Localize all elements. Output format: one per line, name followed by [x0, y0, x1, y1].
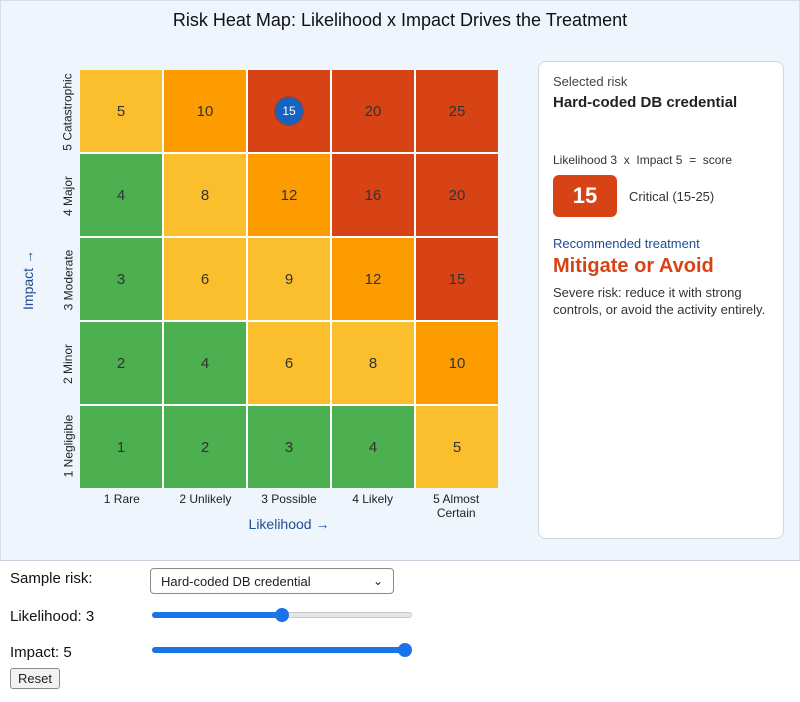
heat-cell-i5-l4[interactable]: 20: [332, 70, 414, 152]
impact-label: Impact: 5: [10, 644, 72, 661]
heat-cell-score: 9: [284, 270, 294, 288]
heat-cell-i3-l1[interactable]: 3: [80, 238, 162, 320]
heat-cell-i2-l4[interactable]: 8: [332, 322, 414, 404]
heat-cell-i4-l2[interactable]: 8: [164, 154, 246, 236]
heat-cell-score: 1: [116, 438, 126, 456]
heat-cell-score: 3: [116, 270, 126, 288]
score-level: Critical (15-25): [629, 188, 715, 204]
impact-slider-thumb[interactable]: [398, 643, 412, 657]
heat-map-grid: 5 10 15 20 25 4 8 12 16 20 3 6 9 12 15 2 4 6 8 10 1 2 3 4 5: [80, 70, 498, 488]
heat-cell-score: 6: [200, 270, 210, 288]
heat-cell-score: 20: [364, 102, 382, 120]
heat-cell-score: 12: [280, 186, 298, 204]
heat-cell-score: 20: [448, 186, 466, 204]
heat-cell-i2-l2[interactable]: 4: [164, 322, 246, 404]
score-row: 15 Critical (15-25): [553, 175, 769, 217]
heat-cell-score: 8: [200, 186, 210, 204]
reset-button[interactable]: Reset: [10, 668, 60, 689]
controls-area: [0, 561, 800, 702]
heat-cell-i1-l3[interactable]: 3: [248, 406, 330, 488]
heat-cell-score: 16: [364, 186, 382, 204]
heat-cell-score: 4: [200, 354, 210, 372]
heat-cell-i5-l1[interactable]: 5: [80, 70, 162, 152]
heat-cell-i3-l5[interactable]: 15: [416, 238, 498, 320]
risk-name: Hard-coded DB credential: [553, 94, 738, 111]
heat-cell-i4-l4[interactable]: 16: [332, 154, 414, 236]
heat-cell-i1-l1[interactable]: 1: [80, 406, 162, 488]
heat-cell-score: 12: [364, 270, 382, 288]
page-title: Risk Heat Map: Likelihood x Impact Drive…: [172, 10, 628, 30]
heat-cell-score: 25: [448, 102, 466, 120]
heat-cell-i1-l5[interactable]: 5: [416, 406, 498, 488]
recommended-treatment-label: Recommended treatment: [553, 236, 700, 251]
heat-cell-i5-l3[interactable]: 15: [248, 70, 330, 152]
y-axis-title: Impact →: [14, 250, 42, 310]
treatment-name: Mitigate or Avoid: [553, 255, 714, 277]
heat-cell-score: 4: [116, 186, 126, 204]
likelihood-label: Likelihood: 3: [10, 608, 95, 625]
heat-cell-i1-l4[interactable]: 4: [332, 406, 414, 488]
x-label-5: 5 Almost Certain: [433, 492, 480, 520]
x-axis-labels: 1 Rare 2 Unlikely 3 Possible 4 Likely 5 …: [80, 492, 498, 520]
heat-cell-score: 2: [200, 438, 210, 456]
heat-cell-score: 5: [116, 102, 126, 120]
heat-cell-score: 10: [448, 354, 466, 372]
y-axis-title-text: Impact →: [20, 250, 36, 310]
heat-cell-i4-l5[interactable]: 20: [416, 154, 498, 236]
x-label-1: 1 Rare: [103, 492, 140, 506]
y-label-3: 3 Moderate: [61, 249, 76, 311]
score-formula: Likelihood 3 x Impact 5 = score: [553, 153, 733, 167]
impact-slider-fill: [152, 647, 405, 653]
heat-cell-i4-l1[interactable]: 4: [80, 154, 162, 236]
heat-cell-score: 8: [368, 354, 378, 372]
sample-risk-value: Hard-coded DB credential: [161, 573, 311, 589]
heat-cell-i3-l4[interactable]: 12: [332, 238, 414, 320]
heat-cell-i3-l2[interactable]: 6: [164, 238, 246, 320]
x-axis-title: Likelihood →: [248, 516, 330, 532]
score-badge: 15: [553, 175, 617, 217]
x-label-2: 2 Unlikely: [179, 492, 232, 506]
likelihood-slider-fill: [152, 612, 282, 618]
selected-risk-marker: 15: [275, 97, 303, 125]
risk-detail-panel: Selected risk Hard-coded DB credential L…: [538, 61, 784, 539]
heat-cell-i2-l1[interactable]: 2: [80, 322, 162, 404]
treatment-description: Severe risk: reduce it with strong contr…: [553, 285, 766, 317]
heat-cell-score: 15: [448, 270, 466, 288]
heat-cell-i1-l2[interactable]: 2: [164, 406, 246, 488]
x-label-3: 3 Possible: [261, 492, 317, 506]
likelihood-slider-thumb[interactable]: [275, 608, 289, 622]
sample-risk-select[interactable]: Hard-coded DB credential ⌄: [150, 568, 394, 594]
y-label-5: 5 Catastrophic: [61, 73, 75, 151]
heat-cell-i3-l3[interactable]: 9: [248, 238, 330, 320]
heat-cell-score: 6: [284, 354, 294, 372]
heat-cell-i2-l5[interactable]: 10: [416, 322, 498, 404]
y-label-4: 4 Major: [61, 175, 76, 217]
x-label-4: 4 Likely: [352, 492, 393, 506]
heat-cell-i4-l3[interactable]: 12: [248, 154, 330, 236]
selected-risk-label: Selected risk: [553, 74, 628, 89]
heat-cell-score: 10: [196, 102, 214, 120]
likelihood-slider[interactable]: [152, 607, 412, 623]
heat-cell-i2-l3[interactable]: 6: [248, 322, 330, 404]
sample-risk-label: Sample risk:: [10, 570, 93, 587]
y-axis-labels: 5 Catastrophic 4 Major 3 Moderate 2 Mino…: [56, 70, 80, 488]
impact-slider[interactable]: [152, 642, 412, 658]
heat-cell-i5-l5[interactable]: 25: [416, 70, 498, 152]
heat-cell-score: 3: [284, 438, 294, 456]
y-label-2: 2 Minor: [61, 343, 76, 385]
y-label-1: 1 Negligible: [61, 414, 75, 478]
heat-cell-score: 2: [116, 354, 126, 372]
heat-cell-score: 5: [452, 438, 462, 456]
heat-cell-i5-l2[interactable]: 10: [164, 70, 246, 152]
chevron-down-icon: ⌄: [372, 574, 383, 588]
heat-cell-score: 4: [368, 438, 378, 456]
